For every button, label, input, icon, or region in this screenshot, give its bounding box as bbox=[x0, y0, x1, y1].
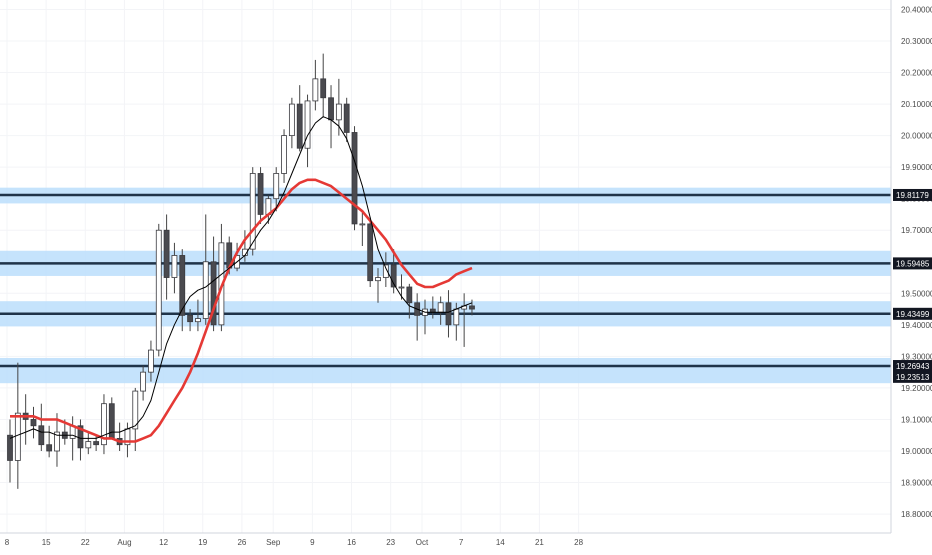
candle-bullish[interactable] bbox=[382, 264, 389, 278]
price-labels: 19.81179 19.59485 19.43499 19.26943 19.23513 bbox=[893, 188, 932, 383]
price-label: 19.59485 bbox=[896, 259, 930, 268]
candle-bearish[interactable] bbox=[77, 425, 84, 449]
candle-bullish[interactable] bbox=[273, 173, 280, 200]
y-tick-label: 18.80000 bbox=[901, 510, 932, 519]
y-tick-label: 19.20000 bbox=[901, 384, 932, 393]
y-tick-label: 19.50000 bbox=[901, 289, 932, 298]
price-label: 19.23513 bbox=[896, 373, 930, 382]
candle-bearish[interactable] bbox=[367, 223, 374, 282]
candle-bearish[interactable] bbox=[343, 103, 350, 133]
price-label-box bbox=[893, 370, 932, 383]
y-tick-label: 18.90000 bbox=[901, 479, 932, 488]
candle-bullish[interactable] bbox=[132, 390, 139, 430]
candle-bullish[interactable] bbox=[140, 371, 147, 392]
y-tick-label: 19.90000 bbox=[901, 163, 932, 172]
candle-bullish[interactable] bbox=[453, 308, 460, 326]
price-label-box bbox=[893, 307, 932, 320]
candle-bullish[interactable] bbox=[288, 103, 295, 137]
candle-bearish[interactable] bbox=[390, 264, 397, 288]
price-label-box bbox=[893, 257, 932, 270]
candle-bearish[interactable] bbox=[38, 425, 45, 446]
candle-bearish[interactable] bbox=[296, 103, 303, 149]
candle-bullish[interactable] bbox=[359, 223, 366, 226]
x-tick-label: 9 bbox=[310, 538, 315, 547]
candle-bullish[interactable] bbox=[85, 441, 92, 449]
candle-bearish[interactable] bbox=[46, 444, 53, 452]
y-tick-label: 19.70000 bbox=[901, 226, 932, 235]
price-label: 19.26943 bbox=[896, 362, 930, 371]
candle-bullish[interactable] bbox=[101, 403, 107, 446]
y-tick-label: 19.40000 bbox=[901, 321, 932, 330]
x-tick-label: Aug bbox=[117, 538, 131, 547]
candle-bearish[interactable] bbox=[187, 314, 193, 323]
price-label-box bbox=[893, 188, 932, 201]
y-tick-label: 20.20000 bbox=[901, 69, 932, 78]
x-tick-label: 12 bbox=[159, 538, 168, 547]
candle-bullish[interactable] bbox=[195, 318, 201, 323]
candle-bearish[interactable] bbox=[163, 229, 170, 278]
candle-bullish[interactable] bbox=[148, 349, 154, 373]
y-tick-label: 19.30000 bbox=[901, 352, 932, 361]
y-tick-label: 20.40000 bbox=[901, 5, 932, 14]
candle-bullish[interactable] bbox=[202, 261, 209, 319]
price-label: 19.81179 bbox=[896, 191, 929, 200]
y-tick-label: 19.00000 bbox=[901, 447, 932, 456]
candle-bullish[interactable] bbox=[14, 412, 21, 461]
price-label: 19.43499 bbox=[896, 310, 930, 319]
x-tick-label: 22 bbox=[81, 538, 90, 547]
x-tick-label: 26 bbox=[237, 538, 246, 547]
candle-bearish[interactable] bbox=[7, 434, 13, 461]
candlestick-series[interactable] bbox=[7, 53, 475, 489]
fast-moving-average-line bbox=[9, 116, 473, 439]
x-tick-label: 8 bbox=[5, 538, 10, 547]
candle-bullish[interactable] bbox=[335, 103, 342, 121]
candle-bullish[interactable] bbox=[54, 431, 60, 452]
candle-bearish[interactable] bbox=[210, 261, 217, 326]
candle-bullish[interactable] bbox=[437, 302, 444, 313]
support-resistance-zone bbox=[0, 357, 891, 384]
candle-bearish[interactable] bbox=[406, 286, 413, 304]
y-tick-label: 20.00000 bbox=[901, 132, 932, 141]
candle-bullish[interactable] bbox=[304, 100, 311, 149]
x-tick-label: Sep bbox=[266, 538, 281, 547]
candle-bearish[interactable] bbox=[320, 78, 327, 99]
y-tick-label: 19.10000 bbox=[901, 415, 932, 424]
candle-bullish[interactable] bbox=[312, 78, 319, 102]
candle-bullish[interactable] bbox=[171, 255, 178, 278]
candle-bearish[interactable] bbox=[351, 132, 358, 225]
candle-bearish[interactable] bbox=[257, 173, 264, 215]
x-tick-label: 14 bbox=[496, 538, 505, 547]
candle-bullish[interactable] bbox=[398, 286, 405, 289]
candle-bearish[interactable] bbox=[93, 441, 100, 446]
x-tick-label: Oct bbox=[416, 538, 429, 547]
candle-bearish[interactable] bbox=[469, 305, 475, 310]
candle-bearish[interactable] bbox=[179, 255, 186, 316]
moving-averages bbox=[9, 116, 473, 443]
x-tick-label: 15 bbox=[42, 538, 51, 547]
x-tick-label: 23 bbox=[386, 538, 395, 547]
x-tick-label: 19 bbox=[198, 538, 207, 547]
x-tick-label: 21 bbox=[535, 538, 544, 547]
candle-bearish[interactable] bbox=[328, 97, 334, 121]
candle-bullish[interactable] bbox=[249, 173, 256, 250]
x-tick-label: 28 bbox=[574, 538, 583, 547]
y-tick-label: 20.10000 bbox=[901, 100, 932, 109]
y-tick-label: 20.30000 bbox=[901, 37, 932, 46]
candle-bullish[interactable] bbox=[155, 229, 162, 351]
candle-bearish[interactable] bbox=[30, 419, 37, 427]
x-tick-label: 7 bbox=[459, 538, 464, 547]
candle-bullish[interactable] bbox=[375, 277, 381, 282]
slow-moving-average-line bbox=[10, 178, 473, 443]
price-label-box bbox=[893, 360, 932, 373]
x-tick-label: 16 bbox=[347, 538, 356, 547]
candle-bullish[interactable] bbox=[281, 135, 287, 174]
candle-bearish[interactable] bbox=[445, 302, 452, 326]
